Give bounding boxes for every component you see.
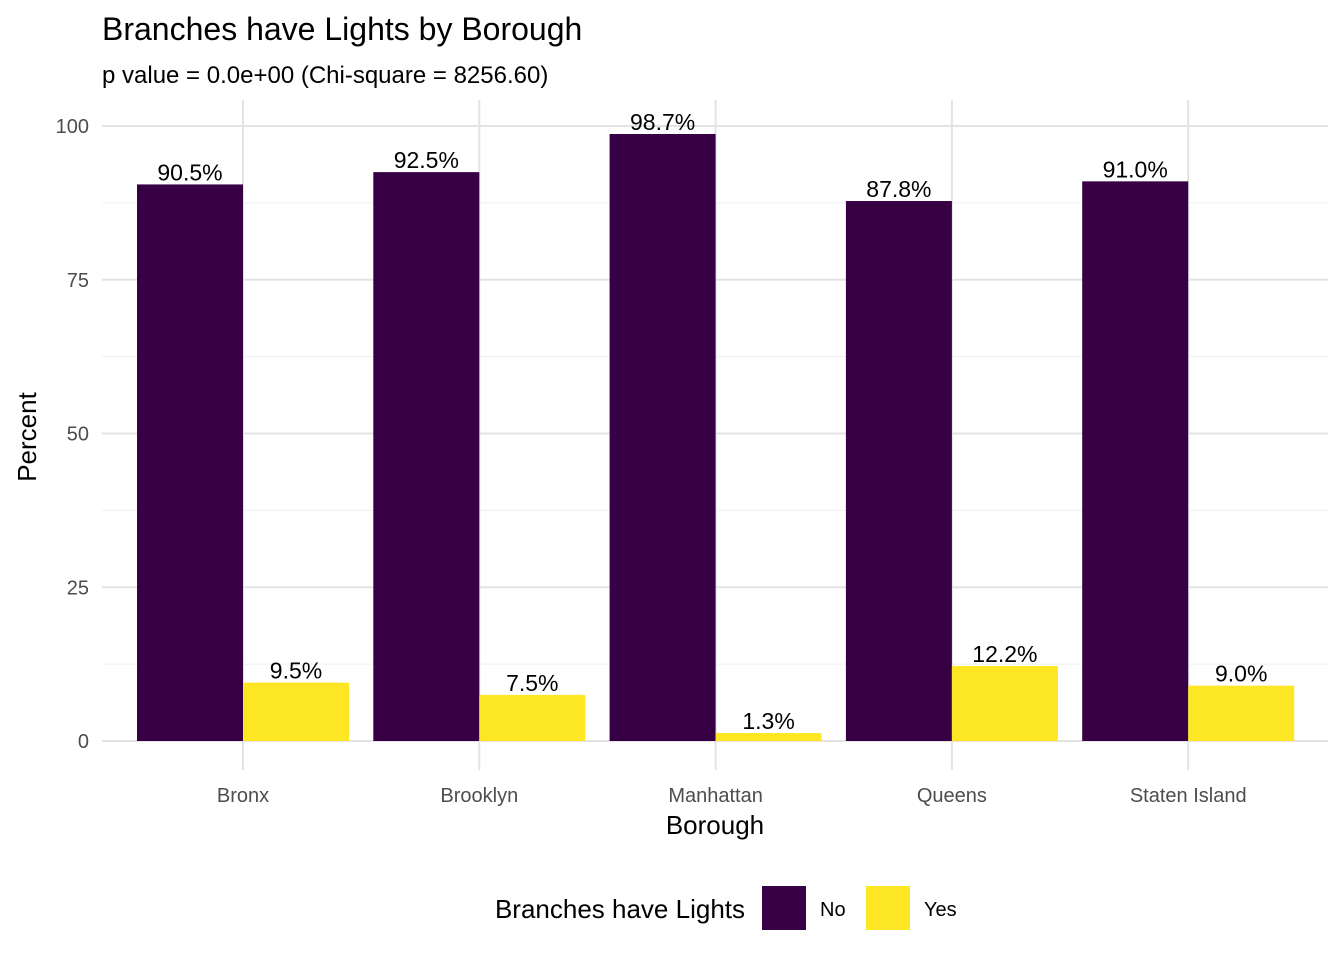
legend-key-no [762, 886, 806, 930]
x-tick-label: Brooklyn [440, 785, 518, 807]
data-label: 91.0% [1103, 156, 1168, 182]
chart-subtitle: p value = 0.0e+00 (Chi-square = 8256.60) [102, 62, 548, 89]
y-tick-label: 100 [56, 116, 89, 138]
data-label: 92.5% [394, 147, 459, 173]
legend-label-no: No [820, 899, 846, 921]
data-label: 98.7% [630, 109, 695, 135]
x-tick-label: Bronx [217, 785, 269, 807]
y-tick-label: 0 [78, 731, 89, 753]
data-label: 9.5% [270, 658, 322, 684]
y-axis-title: Percent [12, 391, 42, 481]
data-label: 1.3% [742, 708, 794, 734]
bar-no-brooklyn [373, 172, 480, 741]
legend-title: Branches have Lights [495, 894, 745, 924]
x-axis-title: Borough [666, 810, 764, 840]
bar-yes-staten-island [1188, 685, 1295, 741]
x-tick-label: Queens [917, 785, 987, 807]
bar-yes-bronx [243, 682, 349, 741]
legend-label-yes: Yes [924, 899, 957, 921]
bar-no-bronx [137, 184, 243, 742]
y-tick-label: 75 [67, 270, 89, 292]
x-tick-label: Staten Island [1130, 785, 1247, 807]
x-axis-ticks: Bronx Brooklyn Manhattan Queens Staten Islan… [217, 785, 1247, 807]
data-label: 12.2% [972, 641, 1037, 667]
chart-title: Branches have Lights by Borough [102, 11, 582, 47]
bar-no-manhattan [609, 133, 716, 741]
bar-no-staten-island [1082, 181, 1189, 742]
data-label: 9.0% [1215, 661, 1267, 687]
data-label: 90.5% [157, 159, 222, 185]
bar-labels: 90.5% 9.5% 92.5% 7.5% 98.7% 1.3% 87.8% 12.2% 91.… [157, 109, 1267, 734]
legend: Branches have Lights No Yes [495, 886, 957, 930]
legend-key-yes [866, 886, 910, 930]
bar-yes-queens [951, 665, 1058, 741]
y-tick-label: 50 [67, 424, 89, 446]
bar-no-queens [845, 201, 952, 741]
y-axis-ticks: 0 25 50 75 100 [56, 116, 89, 753]
bars [137, 133, 1295, 742]
x-tick-label: Manhattan [668, 785, 763, 807]
data-label: 7.5% [506, 670, 558, 696]
data-label: 87.8% [866, 176, 931, 202]
bar-yes-manhattan [715, 733, 822, 741]
y-tick-label: 25 [67, 577, 89, 599]
bar-yes-brooklyn [479, 694, 586, 741]
